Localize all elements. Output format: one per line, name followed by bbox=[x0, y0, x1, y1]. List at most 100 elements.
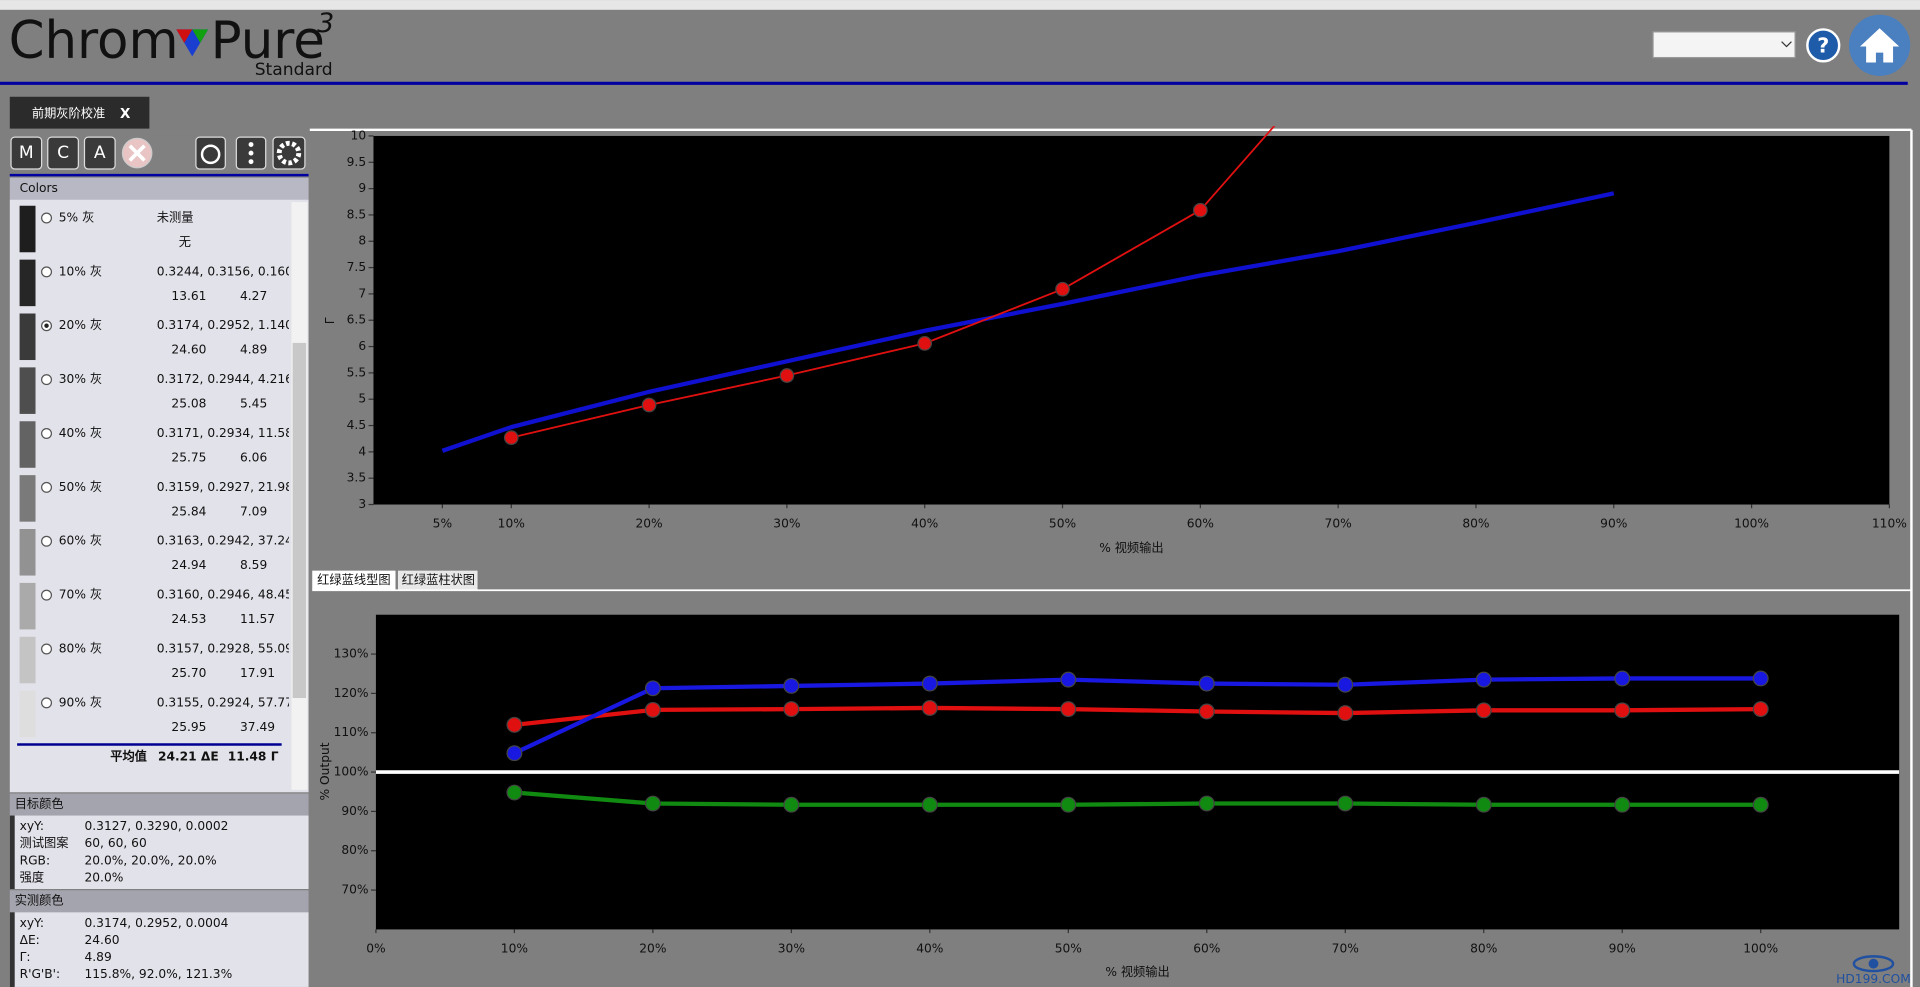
info-value: 4.89 bbox=[84, 950, 111, 964]
radio-dot bbox=[44, 323, 49, 328]
data-point bbox=[1475, 671, 1492, 688]
x-tick-label: 0% bbox=[366, 942, 385, 956]
data-point bbox=[1055, 281, 1070, 297]
x-axis-label: % 视频输出 bbox=[1105, 964, 1169, 979]
radio[interactable] bbox=[41, 643, 53, 655]
x-tick-label: 70% bbox=[1332, 942, 1359, 956]
row-xyy: 0.3157, 0.2928, 55.0946 bbox=[157, 642, 309, 656]
dropdown[interactable] bbox=[1652, 31, 1796, 59]
info-value: 20.0%, 20.0%, 20.0% bbox=[84, 853, 216, 867]
title-bar bbox=[0, 0, 1920, 10]
logo-icon bbox=[176, 29, 209, 57]
logo-edition: Standard bbox=[255, 60, 333, 80]
summary-label: 平均值 bbox=[110, 748, 147, 763]
data-point bbox=[1337, 676, 1354, 693]
radio[interactable] bbox=[41, 212, 53, 224]
x-tick-label: 80% bbox=[1470, 942, 1497, 956]
data-point bbox=[1614, 670, 1631, 687]
measured-header bbox=[9, 890, 309, 913]
swatch bbox=[19, 259, 36, 307]
info-label: ΔE: bbox=[20, 933, 40, 947]
row-gamma: 11.57 bbox=[240, 612, 275, 626]
x-tick-label: 40% bbox=[916, 942, 943, 956]
toolbar-buttons bbox=[10, 136, 116, 170]
timer-button[interactable] bbox=[195, 136, 226, 170]
data-point bbox=[644, 701, 661, 718]
swatch bbox=[19, 367, 36, 414]
y-tick-label: 8.5 bbox=[347, 207, 366, 221]
info-label: RGB: bbox=[20, 853, 50, 867]
row-xyy: 0.3155, 0.2924, 57.7743 bbox=[157, 695, 309, 709]
row-xyy: 0.3159, 0.2927, 21.9857 bbox=[157, 480, 309, 494]
row-label: 30% 灰 bbox=[59, 372, 102, 386]
y-tick-label: 3 bbox=[358, 497, 366, 511]
row-label: 70% 灰 bbox=[59, 588, 102, 602]
row-xyy: 0.3172, 0.2944, 4.2160 bbox=[157, 372, 301, 386]
row-gamma: 37.49 bbox=[240, 720, 275, 734]
row-de: 24.60 bbox=[171, 343, 206, 357]
menu-icon bbox=[248, 142, 254, 165]
x-tick-label: 100% bbox=[1734, 517, 1769, 531]
colors-title: Colors bbox=[20, 181, 58, 195]
radio[interactable] bbox=[41, 535, 53, 547]
radio[interactable] bbox=[41, 589, 53, 601]
toolbar-button[interactable] bbox=[83, 136, 116, 170]
x-tick-label: 30% bbox=[773, 517, 800, 531]
radio[interactable] bbox=[41, 266, 53, 278]
swatch bbox=[19, 421, 36, 468]
target-bar bbox=[9, 815, 15, 890]
y-tick-label: 4 bbox=[358, 444, 366, 458]
chart-tab[interactable] bbox=[312, 570, 396, 591]
x-tick-label: 60% bbox=[1187, 517, 1214, 531]
series-line bbox=[514, 790, 1761, 807]
row-label: 50% 灰 bbox=[59, 480, 102, 494]
x-tick-label: 50% bbox=[1055, 942, 1082, 956]
info-value: 20.0% bbox=[84, 870, 123, 884]
y-axis-label: % Output bbox=[318, 742, 332, 800]
row-xyy: 0.3244, 0.3156, 0.1600 bbox=[157, 264, 301, 278]
info-label: xyY: bbox=[20, 819, 44, 833]
info-label: R'G'B': bbox=[20, 967, 61, 981]
home-icon bbox=[1860, 28, 1900, 63]
help-button[interactable] bbox=[1806, 28, 1841, 63]
row-de: 无 bbox=[179, 235, 191, 249]
row-xyy: 0.3160, 0.2946, 48.4550 bbox=[157, 588, 309, 602]
radio[interactable] bbox=[41, 481, 53, 493]
chart-tab[interactable] bbox=[397, 570, 478, 591]
toolbar-button[interactable] bbox=[47, 136, 79, 170]
chart-tab-label: 红绿蓝线型图 bbox=[317, 572, 390, 587]
row-label: 10% 灰 bbox=[59, 264, 102, 278]
data-point bbox=[783, 677, 800, 694]
x-tick-label: 20% bbox=[639, 942, 666, 956]
info-label: 测试图案 bbox=[20, 835, 69, 850]
data-point bbox=[1475, 702, 1492, 719]
radio[interactable] bbox=[41, 697, 53, 709]
y-tick-label: 110% bbox=[334, 725, 369, 739]
target-title: 目标颜色 bbox=[15, 796, 64, 811]
info-value: 0.3127, 0.3290, 0.0002 bbox=[84, 819, 228, 833]
button-label: A bbox=[94, 143, 106, 163]
data-point bbox=[1337, 795, 1354, 812]
data-point bbox=[1752, 670, 1769, 687]
target-panel bbox=[9, 815, 309, 890]
scroll-thumb[interactable] bbox=[292, 342, 307, 698]
data-point bbox=[644, 795, 661, 812]
data-point bbox=[917, 336, 933, 351]
row-de: 25.84 bbox=[171, 504, 206, 518]
y-tick-label: 120% bbox=[334, 686, 369, 700]
y-tick-label: 80% bbox=[341, 843, 368, 857]
measured-title: 实测颜色 bbox=[15, 893, 64, 908]
y-tick-label: 7 bbox=[358, 286, 366, 300]
tab[interactable] bbox=[9, 96, 150, 129]
toolbar-button[interactable] bbox=[10, 136, 43, 170]
x-tick-label: 70% bbox=[1325, 517, 1352, 531]
row-xyy: 0.3171, 0.2934, 11.5800 bbox=[157, 426, 309, 440]
info-value: 60, 60, 60 bbox=[84, 836, 146, 850]
tab-close[interactable]: X bbox=[120, 107, 131, 122]
data-point bbox=[783, 701, 800, 718]
x-tick-label: 60% bbox=[1193, 942, 1220, 956]
radio[interactable] bbox=[41, 374, 53, 386]
radio[interactable] bbox=[41, 427, 53, 440]
row-label: 5% 灰 bbox=[59, 210, 95, 224]
data-point bbox=[503, 430, 519, 445]
